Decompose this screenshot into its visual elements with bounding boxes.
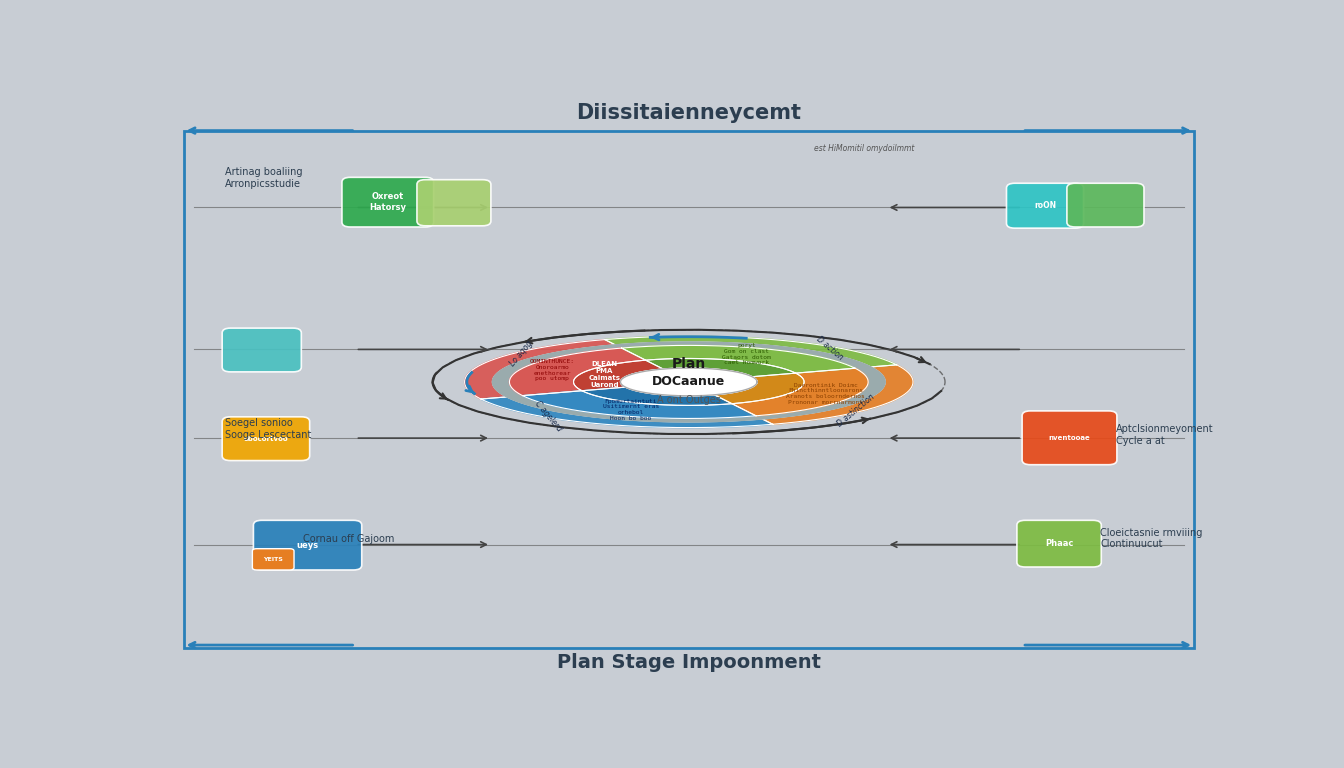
Polygon shape xyxy=(523,391,755,419)
Text: D astinction: D astinction xyxy=(836,392,876,429)
Text: Plan: Plan xyxy=(672,357,706,371)
FancyBboxPatch shape xyxy=(222,417,309,461)
Text: Cloeictasnie rmviiing
Clontinuucut: Cloeictasnie rmviiing Clontinuucut xyxy=(1101,528,1203,549)
Text: Cornau off Gajoom: Cornau off Gajoom xyxy=(304,535,395,545)
Text: D action: D action xyxy=(814,334,844,362)
Text: OOMINTHUNCE:
Onoroarmo
enethorear
poo utomp: OOMINTHUNCE: Onoroarmo enethorear poo ut… xyxy=(530,359,575,382)
Polygon shape xyxy=(509,346,868,419)
Text: DOCaanue: DOCaanue xyxy=(652,376,726,389)
FancyBboxPatch shape xyxy=(1017,520,1101,567)
Polygon shape xyxy=(509,348,645,396)
Polygon shape xyxy=(622,346,855,373)
Polygon shape xyxy=(492,342,886,422)
Text: nventooae: nventooae xyxy=(1048,435,1090,441)
Text: Aptclsionmeyoment
Cycle a at: Aptclsionmeyoment Cycle a at xyxy=(1116,425,1214,446)
Text: DLEAN
PMA
Calmats
Uarond: DLEAN PMA Calmats Uarond xyxy=(589,361,621,388)
Text: roON: roON xyxy=(1034,201,1056,210)
Text: poryt
Gom on clast
Gataors dotom
caet homwork: poryt Gom on clast Gataors dotom caet ho… xyxy=(723,343,771,366)
Text: ueys: ueys xyxy=(297,541,319,550)
Text: YEITS: YEITS xyxy=(263,557,284,562)
Text: A ont Outges: A ont Outges xyxy=(657,395,720,405)
Polygon shape xyxy=(605,336,896,367)
Text: Soegel sonioo
Sooge Lescectant: Soegel sonioo Sooge Lescectant xyxy=(226,419,312,440)
Polygon shape xyxy=(574,360,663,391)
FancyBboxPatch shape xyxy=(341,177,434,227)
Text: Oxreot
Hatorsy: Oxreot Hatorsy xyxy=(370,193,406,212)
Polygon shape xyxy=(465,339,616,399)
FancyBboxPatch shape xyxy=(1023,411,1117,465)
Text: obocortvoo: obocortvoo xyxy=(243,435,288,442)
Polygon shape xyxy=(481,397,773,428)
Polygon shape xyxy=(732,368,868,415)
Polygon shape xyxy=(621,368,757,396)
FancyBboxPatch shape xyxy=(1067,184,1144,227)
FancyBboxPatch shape xyxy=(222,328,301,372)
Text: Phaac: Phaac xyxy=(1044,539,1074,548)
Text: Plan Stage Impoonment: Plan Stage Impoonment xyxy=(556,654,821,672)
Polygon shape xyxy=(645,359,796,377)
FancyBboxPatch shape xyxy=(1007,184,1083,228)
Polygon shape xyxy=(762,365,913,424)
FancyBboxPatch shape xyxy=(254,520,362,570)
Text: C agelerd: C agelerd xyxy=(534,399,563,433)
Text: est HiMomitil omydoilmmt: est HiMomitil omydoilmmt xyxy=(814,144,914,153)
Polygon shape xyxy=(582,387,732,406)
Text: Diissitaienneycemt: Diissitaienneycemt xyxy=(577,103,801,123)
Text: Lo aqog: Lo aqog xyxy=(508,339,535,368)
Text: Fpomurtaintuti
Usitimernt eras
orhebol
Hoon bo boo: Fpomurtaintuti Usitimernt eras orhebol H… xyxy=(602,399,659,421)
FancyBboxPatch shape xyxy=(253,548,294,570)
Polygon shape xyxy=(715,373,804,404)
Text: Artinag boaliing
Arronpicsstudie: Artinag boaliing Arronpicsstudie xyxy=(226,167,302,189)
FancyBboxPatch shape xyxy=(417,180,491,226)
Text: Daerontinik Doimc
Fhincthinntloonarons
Aranots boloorndernos
Prononar morrnarmon: Daerontinik Doimc Fhincthinntloonarons A… xyxy=(786,382,864,405)
